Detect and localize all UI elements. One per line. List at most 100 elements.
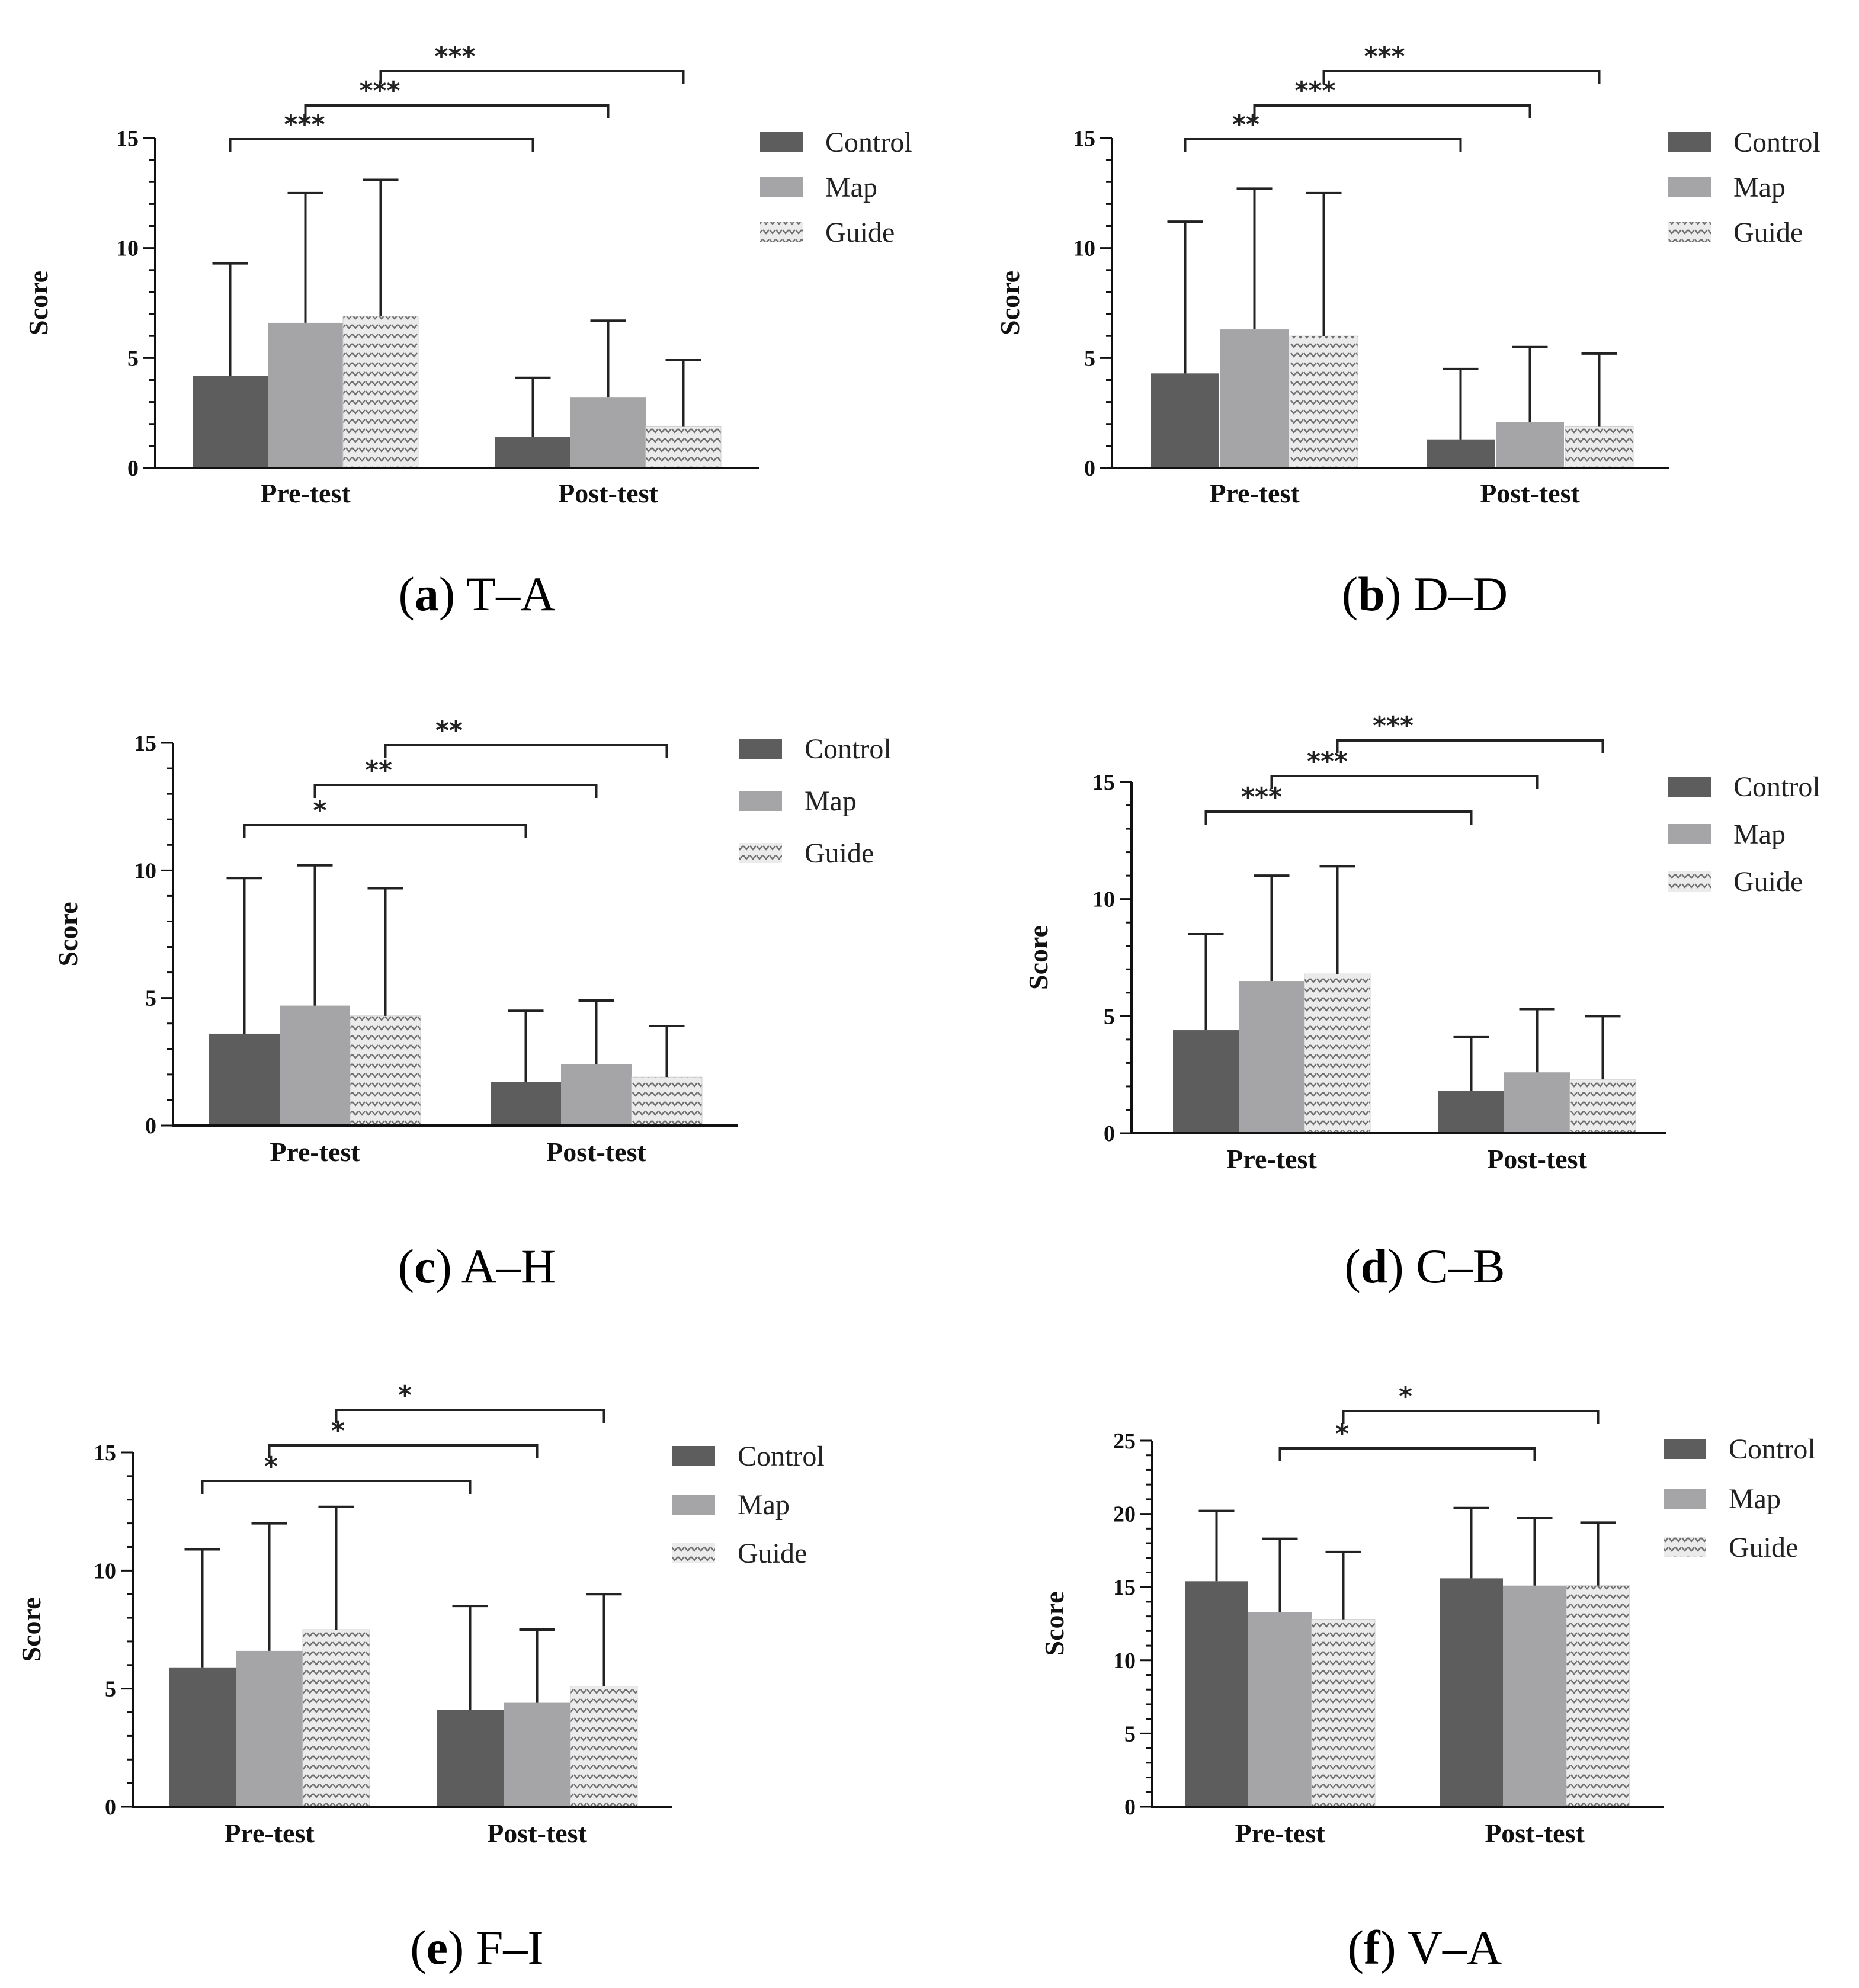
caption-open-paren: ( — [1344, 1239, 1360, 1293]
bar-control-post-test — [1438, 1091, 1504, 1133]
legend-swatch-guide — [760, 222, 803, 242]
legend-label-map: Map — [825, 172, 877, 203]
significance-bracket — [1270, 775, 1539, 789]
category-label-pre-test: Pre-test — [1209, 478, 1300, 508]
bar-map-pre-test — [280, 1005, 350, 1126]
legend-swatch-control — [1668, 777, 1711, 797]
caption-close-paren: ) — [1387, 1239, 1416, 1293]
significance-label: *** — [1364, 41, 1405, 72]
caption-letter: d — [1361, 1239, 1388, 1293]
caption-open-paren: ( — [399, 567, 415, 621]
bar-map-post-test — [1503, 1585, 1566, 1807]
significance-label: ** — [365, 755, 392, 785]
legend-label-guide: Guide — [805, 838, 874, 869]
caption-close-paren: ) — [435, 1239, 461, 1293]
legend-label-control: Control — [1733, 771, 1820, 803]
significance-bracket — [201, 1480, 472, 1494]
significance-bracket — [335, 1409, 605, 1423]
bar-control-pre-test — [1151, 373, 1219, 468]
significance-label: * — [398, 1380, 412, 1410]
significance-bracket — [1184, 138, 1462, 152]
y-axis-title: Score — [23, 271, 53, 335]
legend-label-guide: Guide — [738, 1538, 807, 1569]
category-label-pre-test: Pre-test — [224, 1818, 315, 1848]
legend-swatch-control — [739, 739, 782, 759]
y-tick-label: 10 — [116, 236, 139, 261]
y-tick-label: 0 — [105, 1795, 116, 1820]
category-label-post-test: Post-test — [487, 1818, 587, 1848]
y-tick-label: 15 — [1092, 770, 1115, 795]
y-tick-label: 5 — [127, 346, 139, 371]
y-tick-label: 15 — [134, 731, 156, 756]
panel-caption: (e) F–I — [410, 1920, 543, 1974]
legend-swatch-map — [672, 1495, 715, 1515]
y-axis-title: Score — [53, 902, 83, 966]
panel-caption: (c) A–H — [398, 1239, 556, 1293]
bar-map-pre-test — [1220, 329, 1289, 468]
y-tick-label: 15 — [116, 126, 139, 151]
y-tick-label: 5 — [1104, 1004, 1115, 1029]
y-tick-label: 0 — [1104, 1121, 1115, 1146]
category-label-pre-test: Pre-test — [1235, 1818, 1325, 1848]
significance-bracket — [304, 104, 610, 118]
category-label-post-test: Post-test — [1480, 478, 1580, 508]
category-label-post-test: Post-test — [1485, 1818, 1585, 1848]
bar-guide-post-test — [1566, 1585, 1630, 1807]
legend-swatch-map — [760, 177, 803, 197]
legend-swatch-guide — [672, 1543, 715, 1563]
category-label-pre-test: Pre-test — [260, 478, 351, 508]
bar-control-pre-test — [1185, 1581, 1248, 1807]
significance-bracket — [1342, 1410, 1600, 1424]
y-tick-label: 5 — [1124, 1721, 1136, 1746]
bar-control-post-test — [1427, 439, 1495, 468]
y-tick-label: 0 — [1084, 456, 1095, 481]
category-label-pre-test: Pre-test — [1226, 1144, 1317, 1174]
caption-letter: b — [1358, 567, 1385, 621]
y-tick-label: 25 — [1113, 1429, 1136, 1454]
y-tick-label: 10 — [1073, 236, 1095, 261]
bar-guide-post-test — [631, 1076, 703, 1126]
caption-text: F–I — [476, 1920, 544, 1974]
caption-text: D–D — [1414, 567, 1508, 621]
legend-label-map: Map — [1733, 172, 1786, 203]
legend-label-map: Map — [738, 1489, 790, 1521]
legend-label-guide: Guide — [825, 217, 895, 248]
legend-label-control: Control — [1733, 127, 1820, 158]
legend-label-control: Control — [738, 1441, 825, 1472]
legend-swatch-control — [672, 1446, 715, 1466]
significance-bracket — [313, 784, 598, 798]
legend-swatch-map — [1668, 177, 1711, 197]
caption-text: T–A — [466, 567, 555, 621]
category-label-post-test: Post-test — [558, 478, 658, 508]
category-label-post-test: Post-test — [1487, 1144, 1587, 1174]
significance-label: *** — [1294, 76, 1335, 106]
bar-guide-pre-test — [1304, 973, 1371, 1134]
category-label-post-test: Post-test — [546, 1137, 646, 1167]
y-tick-label: 5 — [145, 986, 156, 1011]
chart-panel-d: 0 5 10 15 Score Pre-test Post-test *** *** *** Con… — [1023, 711, 1820, 1293]
y-tick-label: 0 — [1124, 1795, 1136, 1820]
significance-bracket — [1253, 104, 1531, 118]
significance-bracket — [384, 744, 668, 758]
legend-swatch-guide — [1668, 222, 1711, 242]
legend-label-guide: Guide — [1733, 217, 1803, 248]
bar-control-pre-test — [1173, 1030, 1239, 1133]
significance-bracket — [1204, 810, 1473, 825]
legend-label-control: Control — [825, 127, 912, 158]
significance-bracket — [1322, 70, 1601, 84]
bar-map-post-test — [504, 1702, 570, 1807]
caption-open-paren: ( — [410, 1920, 426, 1974]
significance-bracket — [1278, 1447, 1536, 1461]
y-axis-title: Score — [1023, 925, 1053, 990]
significance-label: * — [1399, 1381, 1412, 1412]
bar-guide-post-test — [570, 1686, 638, 1807]
caption-open-paren: ( — [1348, 1920, 1364, 1974]
legend-swatch-map — [739, 791, 782, 811]
y-tick-label: 15 — [1113, 1575, 1136, 1600]
panel-caption: (d) C–B — [1344, 1239, 1505, 1293]
bar-guide-pre-test — [302, 1629, 370, 1807]
